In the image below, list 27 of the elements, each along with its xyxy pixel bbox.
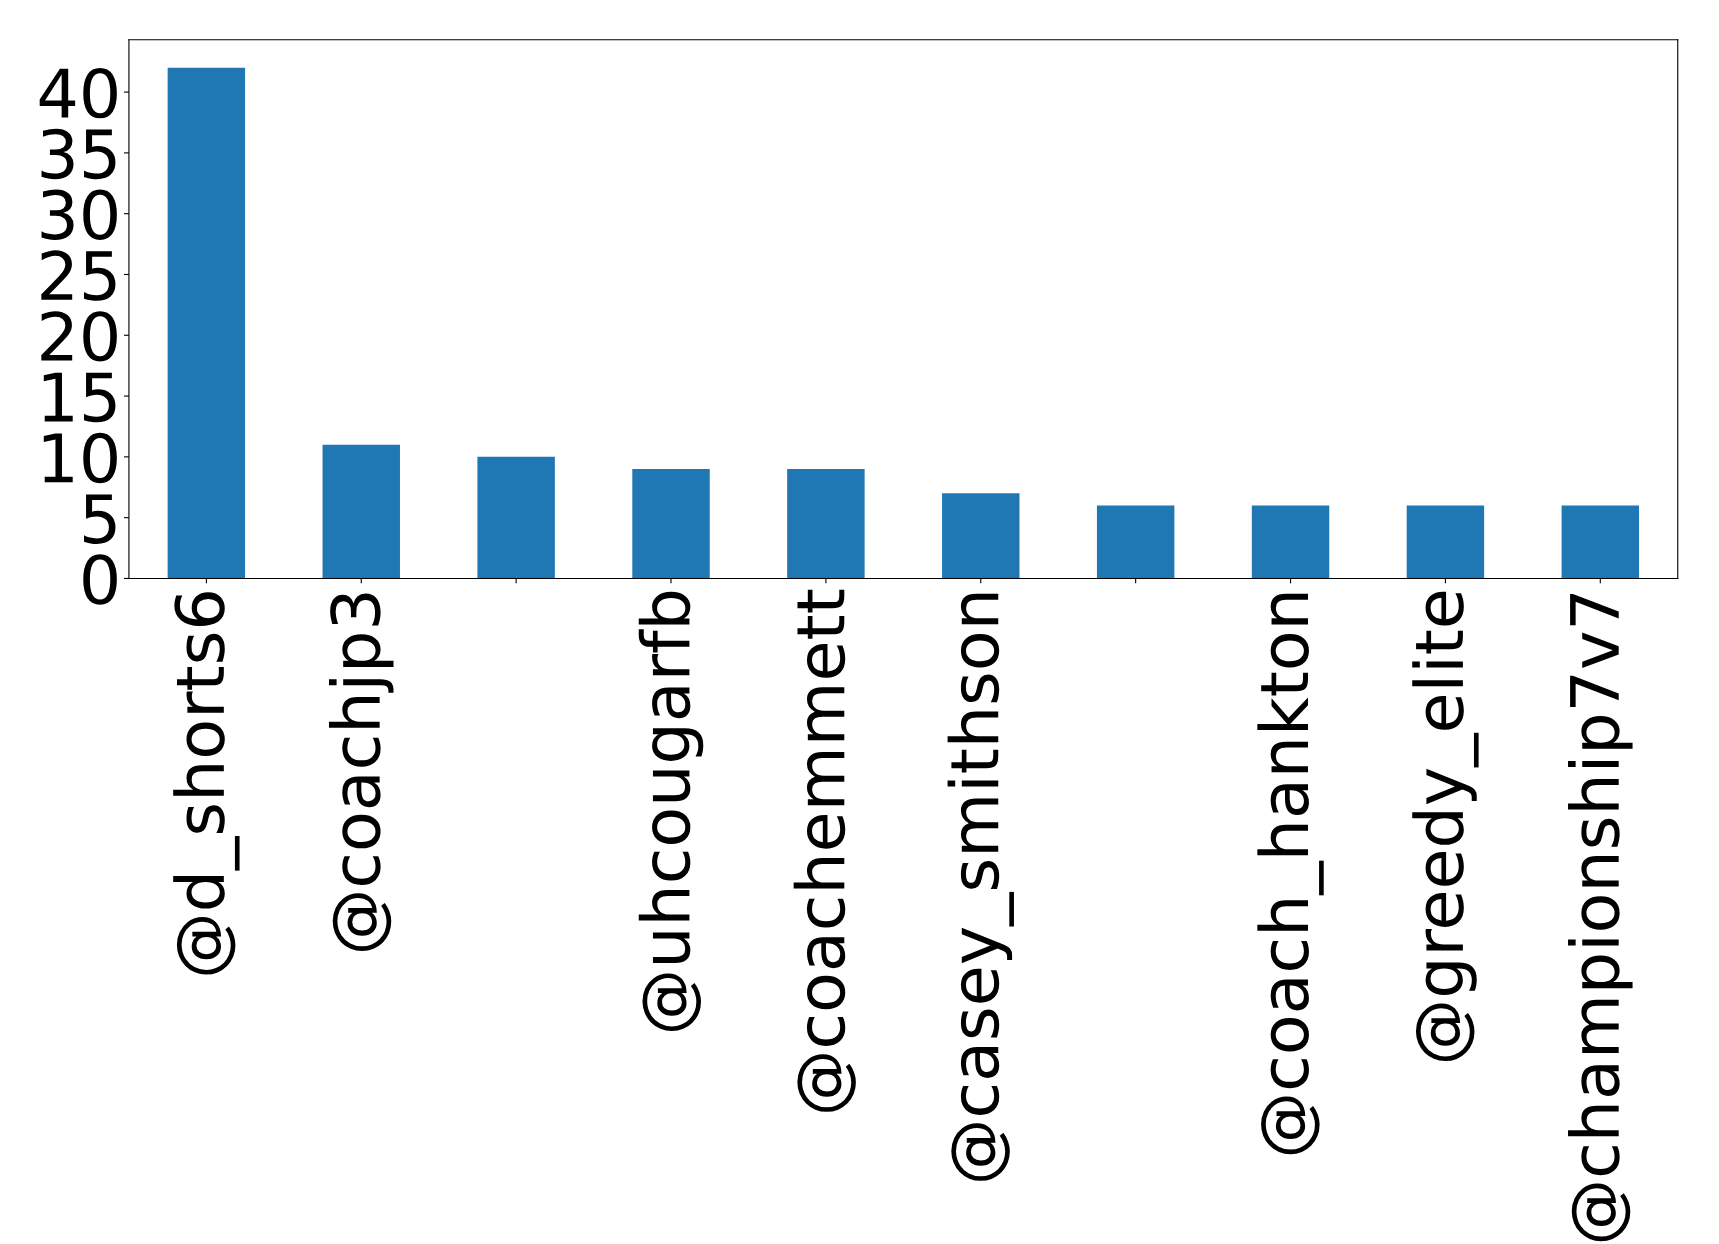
bar (942, 493, 1020, 579)
bar (632, 469, 710, 579)
y-tick-label: 25 (41, 250, 116, 301)
x-tick-label: @coachemmett (793, 589, 856, 1112)
x-tick-label: @championship7v7 (1568, 593, 1633, 1242)
y-tick-label: 5 (84, 494, 116, 544)
bar (477, 456, 555, 579)
y-tick-label: 35 (41, 128, 116, 180)
y-tick-label: 30 (41, 189, 117, 240)
bar (787, 469, 865, 579)
x-tick-label: @greedy_elite (1412, 591, 1479, 1062)
bar (1406, 505, 1485, 579)
y-tick-label: 0 (83, 554, 117, 605)
x-tick-label: @coach_hankton (1257, 593, 1324, 1155)
bar (1096, 505, 1175, 579)
x-tick-label: @uhcougarfb (638, 591, 704, 1032)
bar (167, 67, 246, 579)
y-tick-label: 20 (41, 311, 117, 362)
x-tick-label: @d_shorts6 (173, 592, 240, 975)
bar (1561, 505, 1640, 579)
x-tick-label: @coachjp3 (328, 593, 394, 951)
y-tick-label: 40 (39, 67, 117, 119)
bar (322, 444, 400, 579)
bar (1251, 505, 1330, 579)
x-tick-label: @casey_smithson (947, 593, 1014, 1181)
y-tick-label: 10 (43, 432, 117, 484)
y-tick-label: 15 (43, 372, 116, 423)
